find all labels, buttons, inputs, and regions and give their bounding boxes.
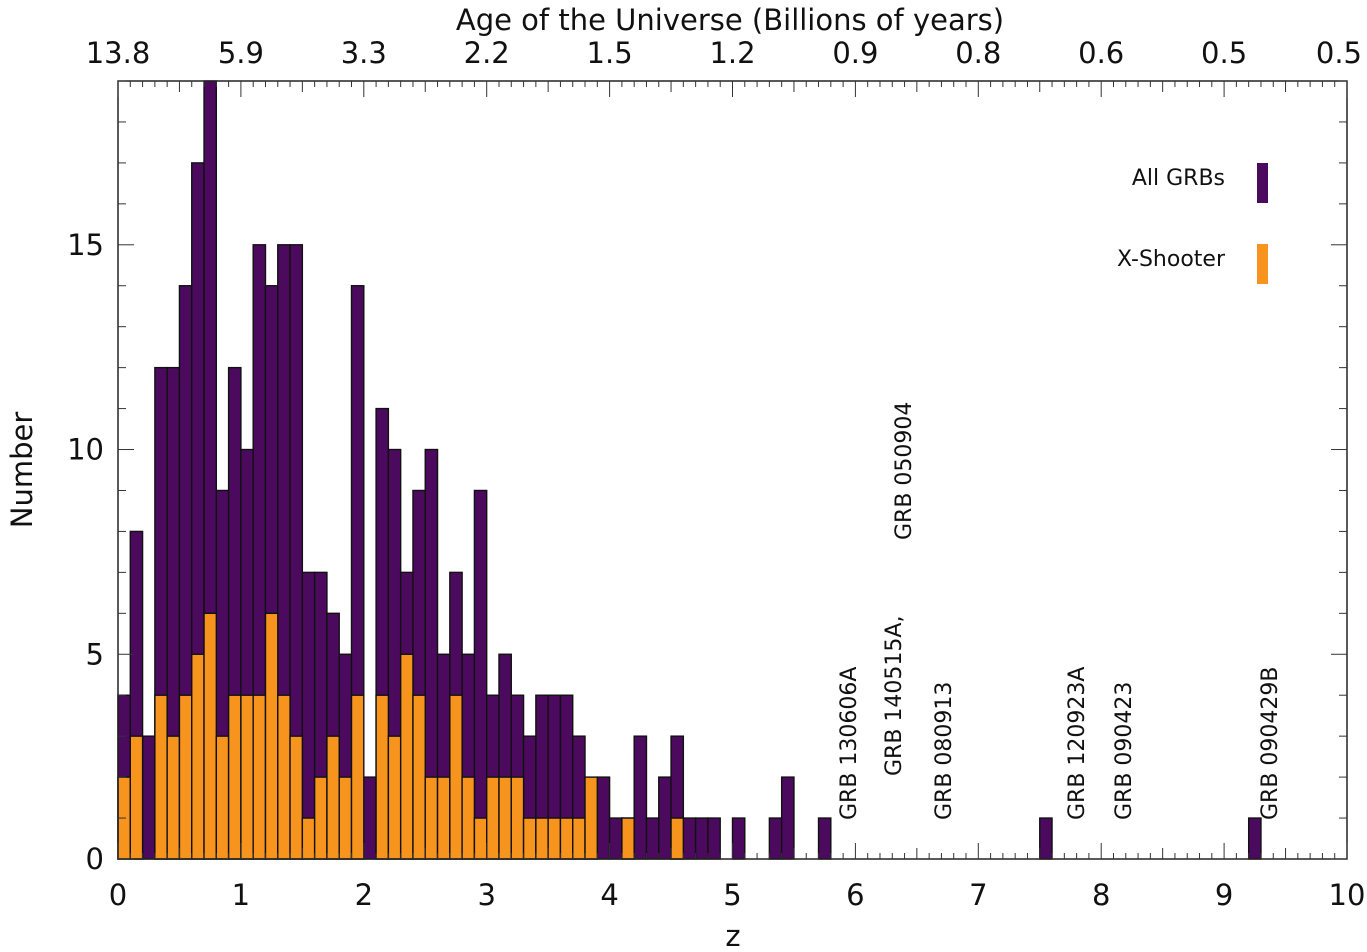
bar-x-shooter	[301, 817, 316, 860]
bar-x-shooter	[486, 776, 500, 860]
bar-x-shooter	[547, 817, 562, 860]
bar-all-grbs	[1039, 817, 1053, 860]
burst-annotation: GRB 090429B	[1258, 667, 1283, 821]
y-tick-label: 15	[67, 228, 104, 262]
top-tick-label: 0.5	[1316, 36, 1362, 70]
bar-x-shooter	[338, 776, 353, 860]
bar-x-shooter	[559, 817, 574, 860]
bar-x-shooter	[178, 694, 193, 860]
bar-x-shooter	[399, 653, 414, 860]
bar-all-grbs	[682, 817, 697, 860]
top-tick-label: 3.3	[341, 36, 387, 70]
bar-x-shooter	[375, 694, 390, 860]
burst-annotation: GRB 130606A	[837, 667, 862, 820]
bar-x-shooter	[350, 694, 365, 860]
legend-label: All GRBs	[1132, 166, 1225, 191]
bar-all-grbs	[596, 776, 611, 860]
bar-all-grbs	[817, 817, 832, 860]
top-tick-label: 1.2	[709, 36, 755, 70]
bar-x-shooter	[498, 776, 512, 860]
top-axis-title: Age of the Universe (Billions of years)	[456, 3, 1004, 37]
burst-annotation: GRB 050904	[892, 402, 917, 540]
bar-x-shooter	[203, 612, 218, 860]
x-tick-label: 2	[355, 878, 373, 912]
top-tick-label: 0.5	[1201, 36, 1247, 70]
bar-x-shooter	[387, 735, 402, 860]
top-tick-label: 13.8	[86, 36, 151, 70]
y-tick-label: 5	[86, 637, 104, 671]
x-tick-label: 1	[232, 878, 250, 912]
y-axis-title: Number	[5, 412, 39, 529]
legend-label: X-Shooter	[1117, 247, 1226, 272]
bar-all-grbs	[141, 735, 156, 860]
bar-all-grbs	[363, 776, 377, 860]
bar-all-grbs	[1247, 817, 1262, 860]
x-tick-label: 7	[969, 878, 987, 912]
x-tick-label: 3	[477, 878, 495, 912]
x-tick-label: 10	[1329, 878, 1366, 912]
bar-x-shooter	[621, 817, 635, 860]
bar-x-shooter	[424, 776, 439, 860]
bar-x-shooter	[227, 694, 242, 860]
bar-all-grbs	[707, 817, 721, 860]
top-tick-label: 5.9	[218, 36, 264, 70]
bar-x-shooter	[289, 735, 304, 860]
x-tick-label: 5	[723, 878, 741, 912]
bar-all-grbs	[694, 817, 709, 860]
top-tick-label: 0.8	[955, 36, 1001, 70]
bar-x-shooter	[277, 694, 291, 860]
x-tick-label: 9	[1215, 878, 1233, 912]
bar-x-shooter	[436, 776, 451, 860]
bar-x-shooter	[326, 735, 340, 860]
bar-x-shooter	[412, 694, 426, 860]
x-tick-label: 8	[1092, 878, 1110, 912]
bar-x-shooter	[449, 694, 463, 860]
bar-x-shooter	[535, 817, 549, 860]
bar-x-shooter	[670, 817, 685, 860]
bar-x-shooter	[215, 735, 230, 860]
bar-all-grbs	[780, 776, 795, 860]
bar-all-grbs	[473, 489, 488, 860]
bar-all-grbs	[633, 735, 648, 860]
bar-x-shooter	[473, 817, 488, 860]
bar-x-shooter	[461, 776, 476, 860]
bar-x-shooter	[166, 735, 181, 860]
top-tick-label: 0.9	[832, 36, 878, 70]
legend-swatch	[1257, 163, 1268, 203]
legend-swatch	[1257, 244, 1268, 284]
bar-x-shooter	[129, 735, 144, 860]
burst-annotation: GRB 120923A	[1065, 667, 1090, 820]
x-tick-label: 6	[846, 878, 864, 912]
bar-all-grbs	[768, 817, 783, 860]
x-axis-title: z	[725, 919, 740, 952]
bar-x-shooter	[572, 817, 586, 860]
bar-all-grbs	[301, 571, 316, 860]
bar-all-grbs	[658, 776, 672, 860]
bar-x-shooter	[313, 776, 328, 860]
bar-x-shooter	[522, 817, 537, 860]
x-tick-label: 4	[600, 878, 618, 912]
bar-all-grbs	[608, 817, 623, 860]
bar-x-shooter	[584, 776, 599, 860]
y-tick-label: 0	[86, 842, 104, 876]
bar-all-grbs	[645, 817, 660, 860]
bar-x-shooter	[191, 653, 205, 860]
top-tick-label: 1.5	[587, 36, 633, 70]
top-tick-label: 0.6	[1078, 36, 1124, 70]
bar-x-shooter	[510, 776, 525, 860]
x-tick-label: 0	[109, 878, 127, 912]
top-tick-label: 2.2	[464, 36, 510, 70]
y-tick-label: 10	[67, 433, 104, 467]
bar-x-shooter	[240, 694, 254, 860]
bar-all-grbs	[731, 817, 746, 860]
bar-x-shooter	[154, 694, 168, 860]
burst-annotation: GRB 140515A,	[882, 616, 907, 776]
burst-annotation: GRB 090423	[1112, 682, 1137, 820]
burst-annotation: GRB 080913	[932, 682, 957, 820]
bar-x-shooter	[252, 694, 267, 860]
bar-x-shooter	[264, 612, 279, 860]
